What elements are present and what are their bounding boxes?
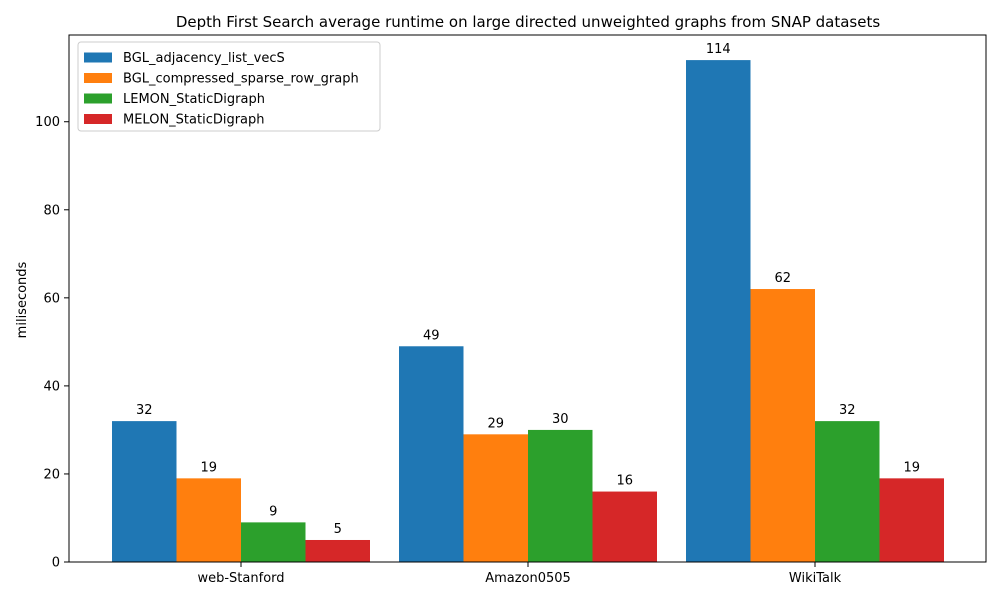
legend-label-LEMON_StaticDigraph: LEMON_StaticDigraph [123, 92, 265, 107]
data-label-BGL_adjacency_list_vecS-Amazon0505: 49 [423, 328, 440, 343]
bar-BGL_compressed_sparse_row_graph-WikiTalk [750, 289, 815, 562]
data-label-BGL_compressed_sparse_row_graph-web-Stanford: 19 [200, 460, 217, 475]
bar-MELON_StaticDigraph-web-Stanford [305, 539, 370, 562]
y-tick-label-100: 100 [35, 115, 60, 130]
bar-BGL_compressed_sparse_row_graph-Amazon0505 [463, 434, 528, 562]
legend-label-BGL_adjacency_list_vecS: BGL_adjacency_list_vecS [123, 51, 285, 66]
data-labels-layer: 32 49 114 19 29 62 9 30 32 5 16 19 [136, 42, 920, 537]
legend-label-MELON_StaticDigraph: MELON_StaticDigraph [123, 113, 265, 128]
legend: BGL_adjacency_list_vecS BGL_compressed_sp… [77, 41, 381, 132]
data-label-BGL_compressed_sparse_row_graph-Amazon0505: 29 [487, 416, 504, 431]
bar-LEMON_StaticDigraph-WikiTalk [815, 421, 880, 562]
bar-MELON_StaticDigraph-Amazon0505 [592, 491, 657, 562]
data-label-BGL_compressed_sparse_row_graph-WikiTalk: 62 [774, 271, 791, 286]
y-tick-label-20: 20 [43, 467, 60, 482]
data-label-LEMON_StaticDigraph-web-Stanford: 9 [269, 504, 277, 519]
legend-box [77, 41, 381, 132]
chart-title: Depth First Search average runtime on la… [176, 13, 881, 31]
legend-swatch-BGL_compressed_sparse_row_graph [84, 73, 112, 83]
legend-swatch-BGL_adjacency_list_vecS [84, 52, 112, 63]
legend-label-BGL_compressed_sparse_row_graph: BGL_compressed_sparse_row_graph [123, 72, 359, 87]
bars-layer [112, 60, 944, 562]
data-label-BGL_adjacency_list_vecS-WikiTalk: 114 [706, 42, 731, 57]
y-tick-label-0: 0 [52, 556, 60, 571]
x-tick-label-web-Stanford: web-Stanford [197, 571, 284, 586]
bar-LEMON_StaticDigraph-web-Stanford [241, 522, 306, 562]
bar-BGL_adjacency_list_vecS-web-Stanford [112, 421, 177, 562]
data-label-LEMON_StaticDigraph-WikiTalk: 32 [839, 403, 856, 418]
data-label-BGL_adjacency_list_vecS-web-Stanford: 32 [136, 403, 153, 418]
bar-LEMON_StaticDigraph-Amazon0505 [528, 429, 593, 562]
bar-MELON_StaticDigraph-WikiTalk [879, 478, 944, 562]
data-label-MELON_StaticDigraph-Amazon0505: 16 [616, 474, 633, 489]
y-axis-title: miliseconds [15, 261, 30, 338]
axes-layer: 0 20 40 60 80 100 web-Stanford Amazon0505 WikiTa… [35, 34, 987, 586]
x-tick-label-Amazon0505: Amazon0505 [485, 571, 571, 586]
data-label-MELON_StaticDigraph-WikiTalk: 19 [903, 460, 920, 475]
bar-BGL_adjacency_list_vecS-Amazon0505 [399, 346, 464, 562]
x-tick-label-WikiTalk: WikiTalk [789, 571, 842, 586]
y-tick-label-40: 40 [43, 379, 60, 394]
bar-BGL_compressed_sparse_row_graph-web-Stanford [176, 478, 241, 562]
legend-swatch-LEMON_StaticDigraph [84, 93, 112, 104]
bar-BGL_adjacency_list_vecS-WikiTalk [686, 60, 751, 562]
data-label-LEMON_StaticDigraph-Amazon0505: 30 [552, 412, 569, 427]
y-tick-label-60: 60 [43, 291, 60, 306]
data-label-MELON_StaticDigraph-web-Stanford: 5 [334, 522, 342, 537]
legend-swatch-MELON_StaticDigraph [84, 114, 112, 124]
y-tick-label-80: 80 [43, 203, 60, 218]
